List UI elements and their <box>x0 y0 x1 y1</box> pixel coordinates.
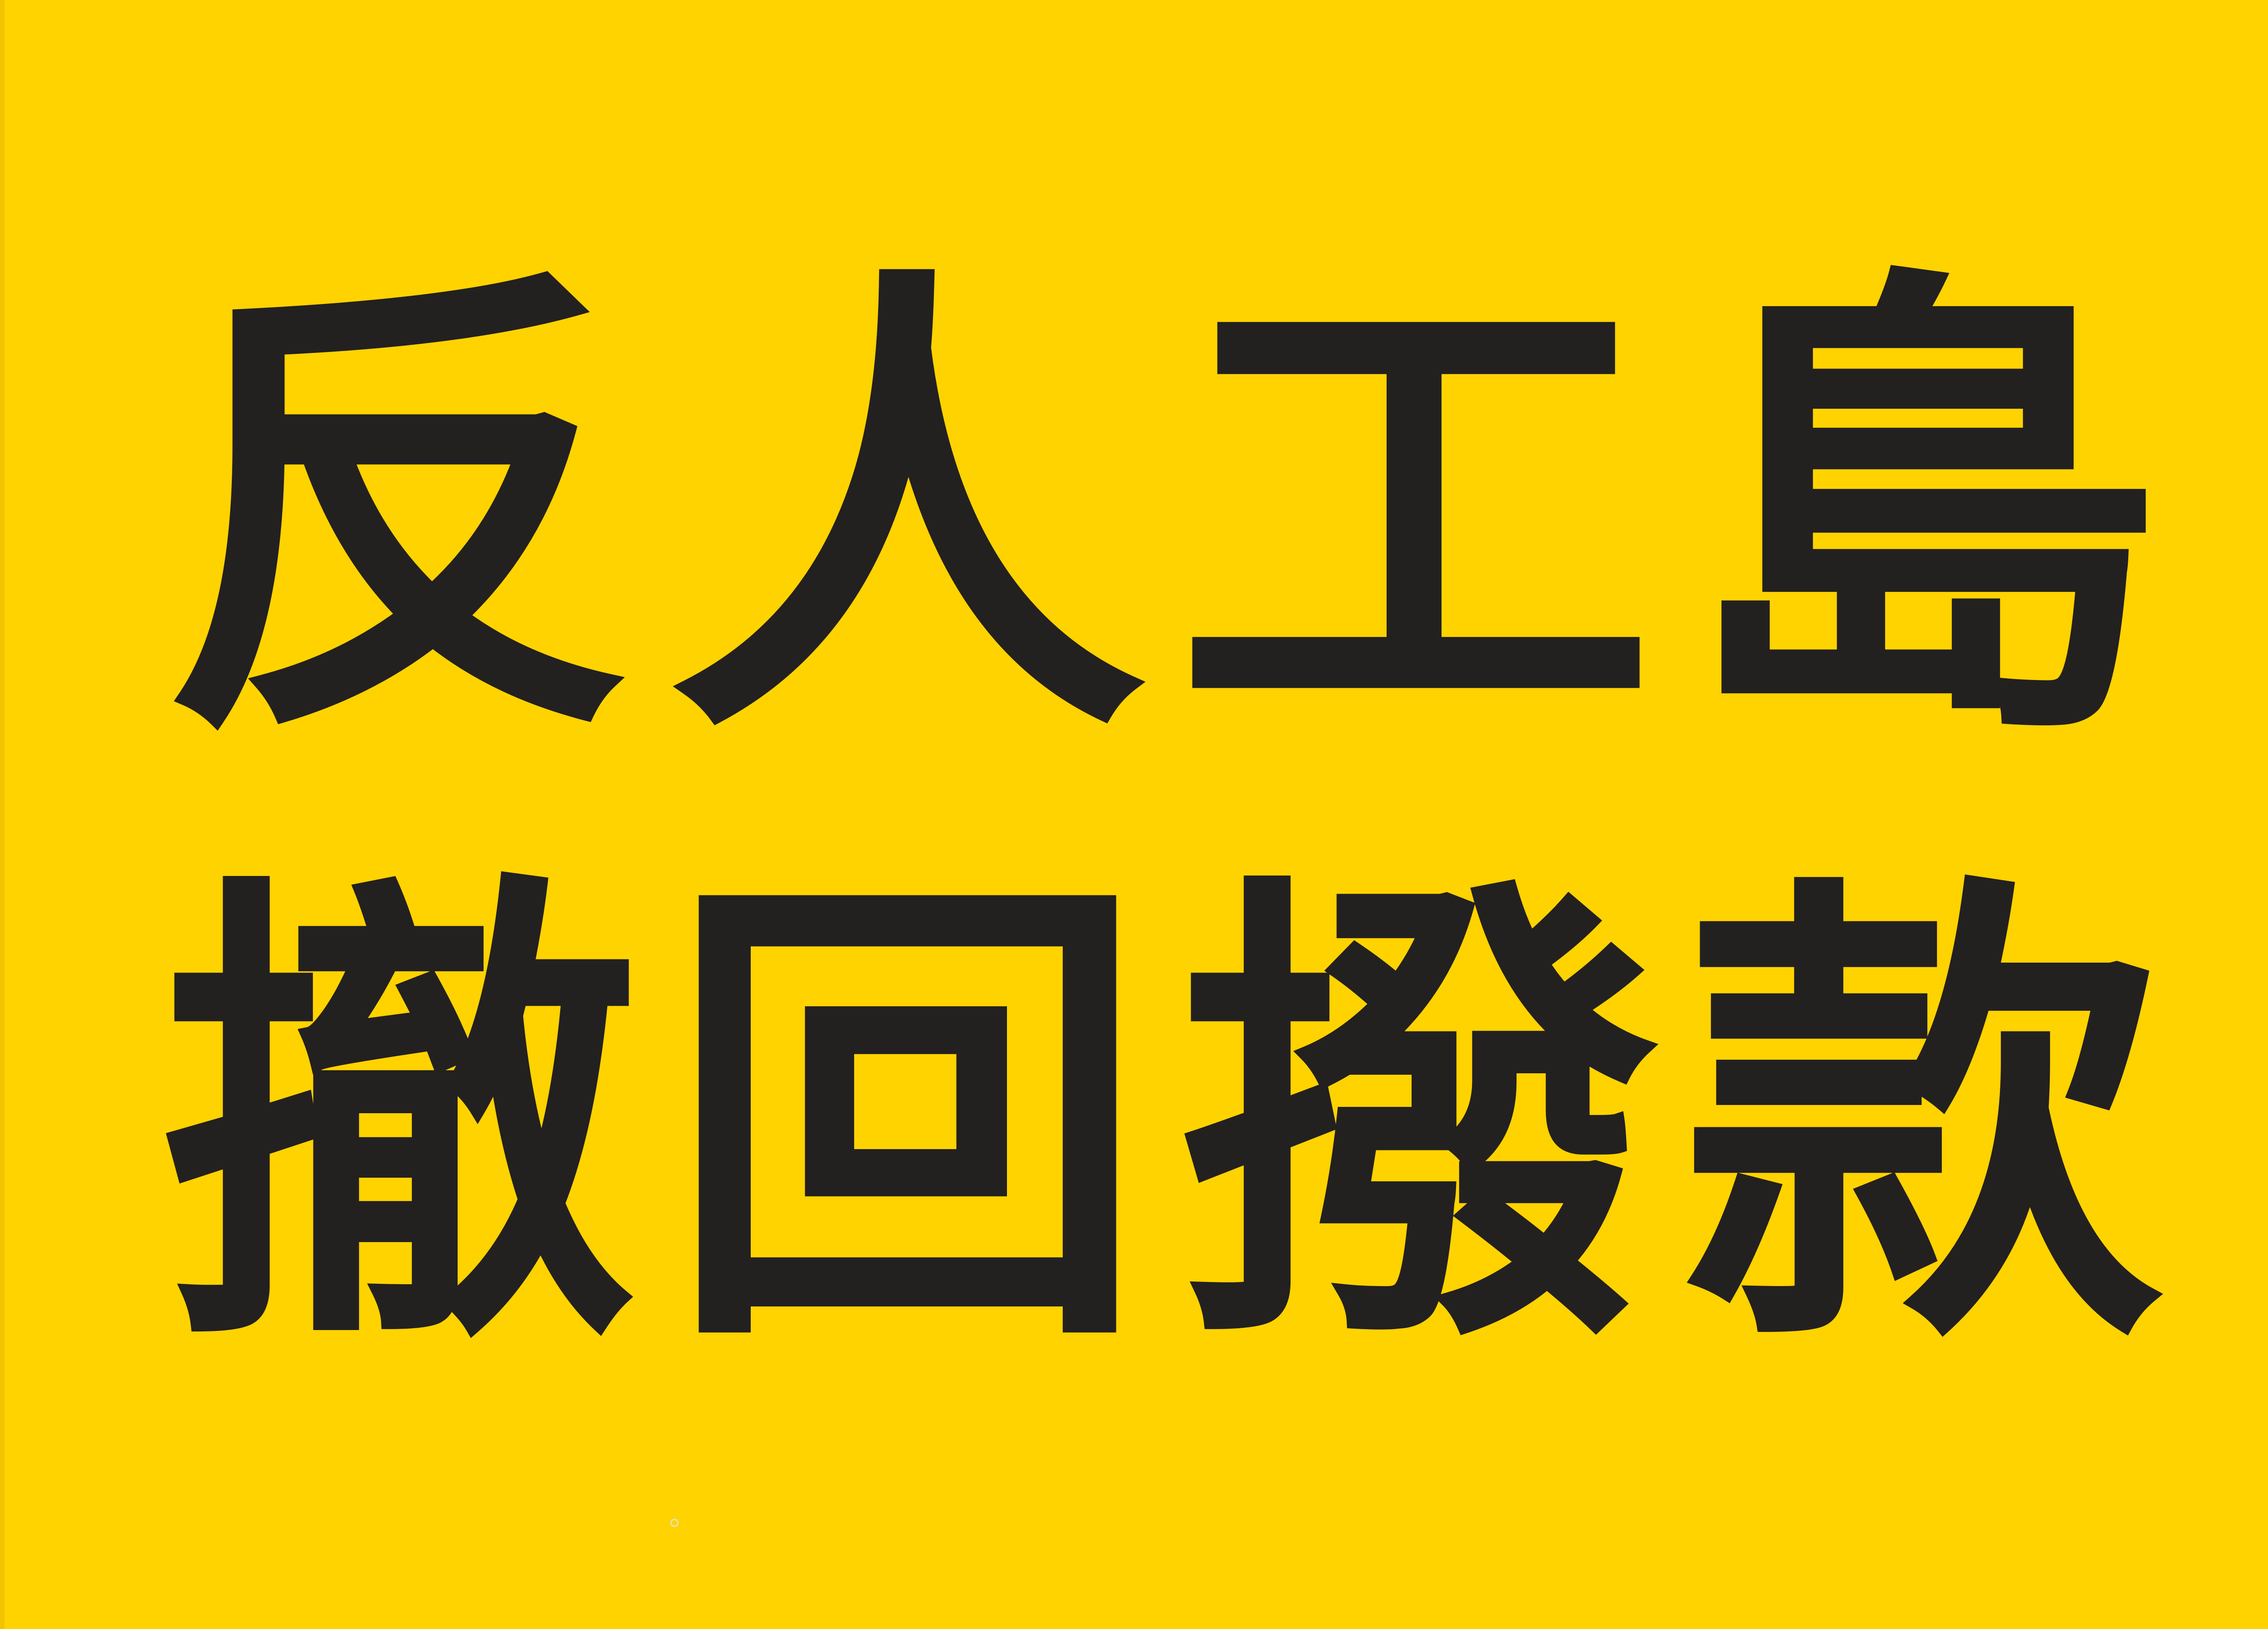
sign-line-1: 反 人 工 島 <box>159 233 2164 792</box>
sign-character: 反 <box>159 233 640 792</box>
sign-line-2: 撤 回 撥 款 <box>159 841 2164 1400</box>
sign-character: 回 <box>667 841 1148 1400</box>
paper-speck <box>670 1519 679 1527</box>
sign-character: 工 <box>1175 233 1656 792</box>
sign-character: 島 <box>1683 233 2164 792</box>
sign-character: 人 <box>667 233 1148 792</box>
sign-character: 撤 <box>159 841 640 1400</box>
sign-character: 款 <box>1683 841 2164 1400</box>
sign-character: 撥 <box>1175 841 1656 1400</box>
